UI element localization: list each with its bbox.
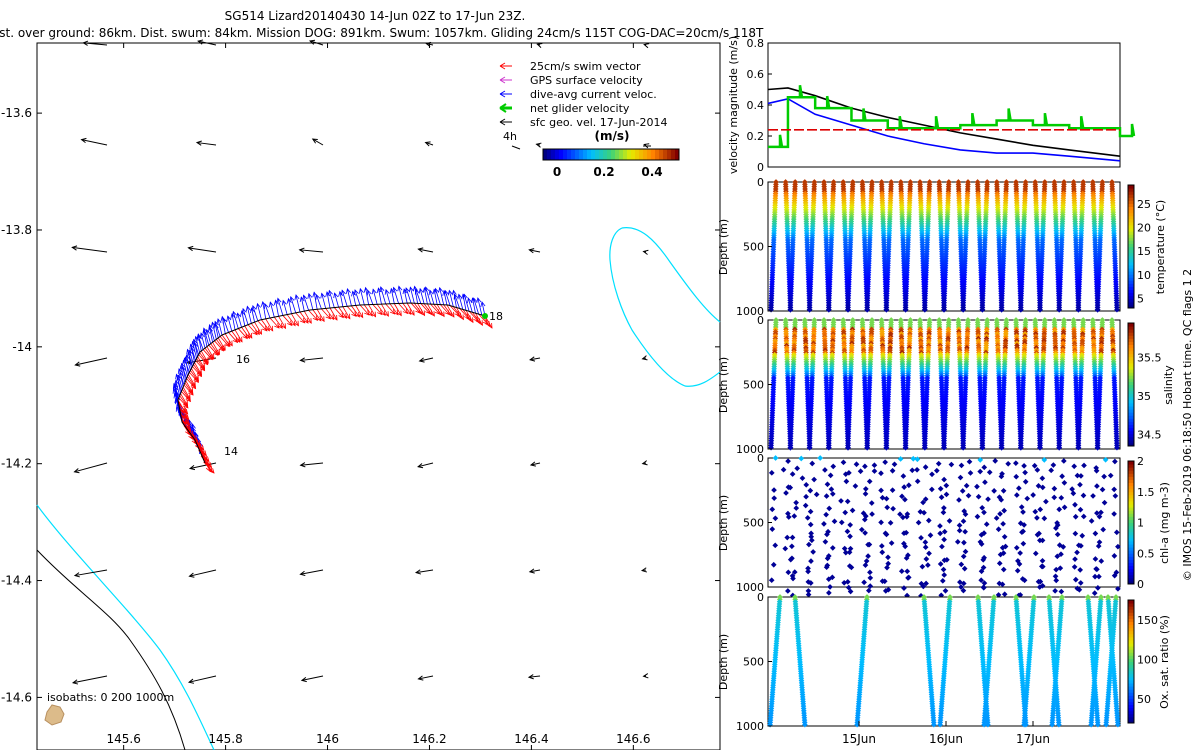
salinity-ylabel: Depth (m) [717,357,730,413]
scale-4h-label: 4h [503,130,517,143]
colorbar-swatch [595,149,599,160]
speed-colorbar [543,149,679,160]
colorbar-tick-1: 0.2 [593,165,614,179]
colorbar-tick-0: 0 [553,165,561,179]
colorbar-swatch [663,149,667,160]
colorbar-swatch [591,149,595,160]
colorbar-swatch [587,149,591,160]
colorbar-tick-2: 0.4 [641,165,662,179]
map-xtick-label: 145.8 [208,732,242,746]
day-label-16: 16 [236,353,250,366]
velocity-frame [768,43,1120,167]
map-ytick-label: -14.2 [1,457,32,471]
map-ytick-label: -14.4 [1,574,32,588]
colorbar-swatch [655,149,659,160]
colorbar-swatch [551,149,555,160]
temperature-panel: Depth (m) temperature (°C) [717,179,1167,312]
colorbar-swatch [611,149,615,160]
salinity-panel: Depth (m) salinity [717,317,1175,450]
colorbar-swatch [631,149,635,160]
velocity-ytick-label: 0.2 [747,130,765,143]
map-xtick-label: 146.6 [616,732,650,746]
temperature-ylabel: Depth (m) [717,219,730,275]
map-panel: 145.6 145.8 146 146.2 146.4 146.6 -13.6 -13.8 -1… [1,40,720,750]
legend-geo-velocity-label: sfc geo. vel. 17-Jun-2014 [530,116,667,129]
isobath-legend: isobaths: 0 200 1000m [47,691,174,704]
colorbar-swatch [563,149,567,160]
map-xtick-label: 146 [316,732,339,746]
temperature-cb-label: temperature (°C) [1154,200,1167,294]
legend-swim-vector-label: 25cm/s swim vector [530,60,641,73]
colorbar-swatch [623,149,627,160]
colorbar-swatch [575,149,579,160]
colorbar-swatch [547,149,551,160]
chla-point [826,590,832,596]
legend-net-velocity-label: net glider velocity [530,102,630,115]
colorbar-swatch [571,149,575,160]
colorbar-swatch [643,149,647,160]
colorbar-swatch [615,149,619,160]
legend-gps-velocity-label: GPS surface velocity [530,74,643,87]
colorbar-swatch [607,149,611,160]
velocity-panel: 0 0.2 0.4 0.6 0.8 velocity magnitude (m/s) [727,36,1134,174]
day-label-14: 14 [224,445,238,458]
colorbar-swatch [583,149,587,160]
colorbar-swatch [647,149,651,160]
colorbar-swatch [567,149,571,160]
figure-title: SG514 Lizard20140430 14-Jun 02Z to 17-Ju… [225,9,526,23]
colorbar-swatch [579,149,583,160]
colorbar-swatch [639,149,643,160]
track-end-marker [482,313,488,319]
colorbar-swatch [635,149,639,160]
colorbar-swatch [667,149,671,160]
velocity-ylabel: velocity magnitude (m/s) [727,36,740,174]
velocity-ytick-label: 0.4 [747,99,765,112]
velocity-ytick-label: 0.8 [747,37,765,50]
colorbar-swatch [543,149,547,160]
legend-current-velocity-label: dive-avg current veloc. [530,88,657,101]
map-xtick-label: 146.4 [514,732,548,746]
salinity-cb-label: salinity [1162,365,1175,405]
chla-point [785,588,791,594]
colorbar-swatch [603,149,607,160]
day-label-18: 18 [489,310,503,323]
colorbar-swatch [599,149,603,160]
colorbar-title: (m/s) [595,129,630,143]
map-ytick-label: -14 [12,340,32,354]
chla-point [866,588,872,594]
colorbar-swatch [671,149,675,160]
map-ytick-label: -14.6 [1,690,32,704]
map-ytick-label: -13.6 [1,106,32,120]
colorbar-swatch [559,149,563,160]
velocity-ytick-label: 0 [757,161,764,174]
chla-panel: Depth (m) chl-a (mg m-3) [717,455,1171,598]
map-ytick-label: -13.8 [1,223,32,237]
colorbar-swatch [619,149,623,160]
colorbar-swatch [555,149,559,160]
colorbar-swatch [651,149,655,160]
velocity-ytick-label: 0.6 [747,68,765,81]
colorbar-swatch [659,149,663,160]
map-xtick-label: 145.6 [106,732,140,746]
figure-subtitle: Dist. over ground: 86km. Dist. swum: 84k… [0,26,764,40]
colorbar-swatch [627,149,631,160]
map-xtick-label: 146.2 [412,732,446,746]
